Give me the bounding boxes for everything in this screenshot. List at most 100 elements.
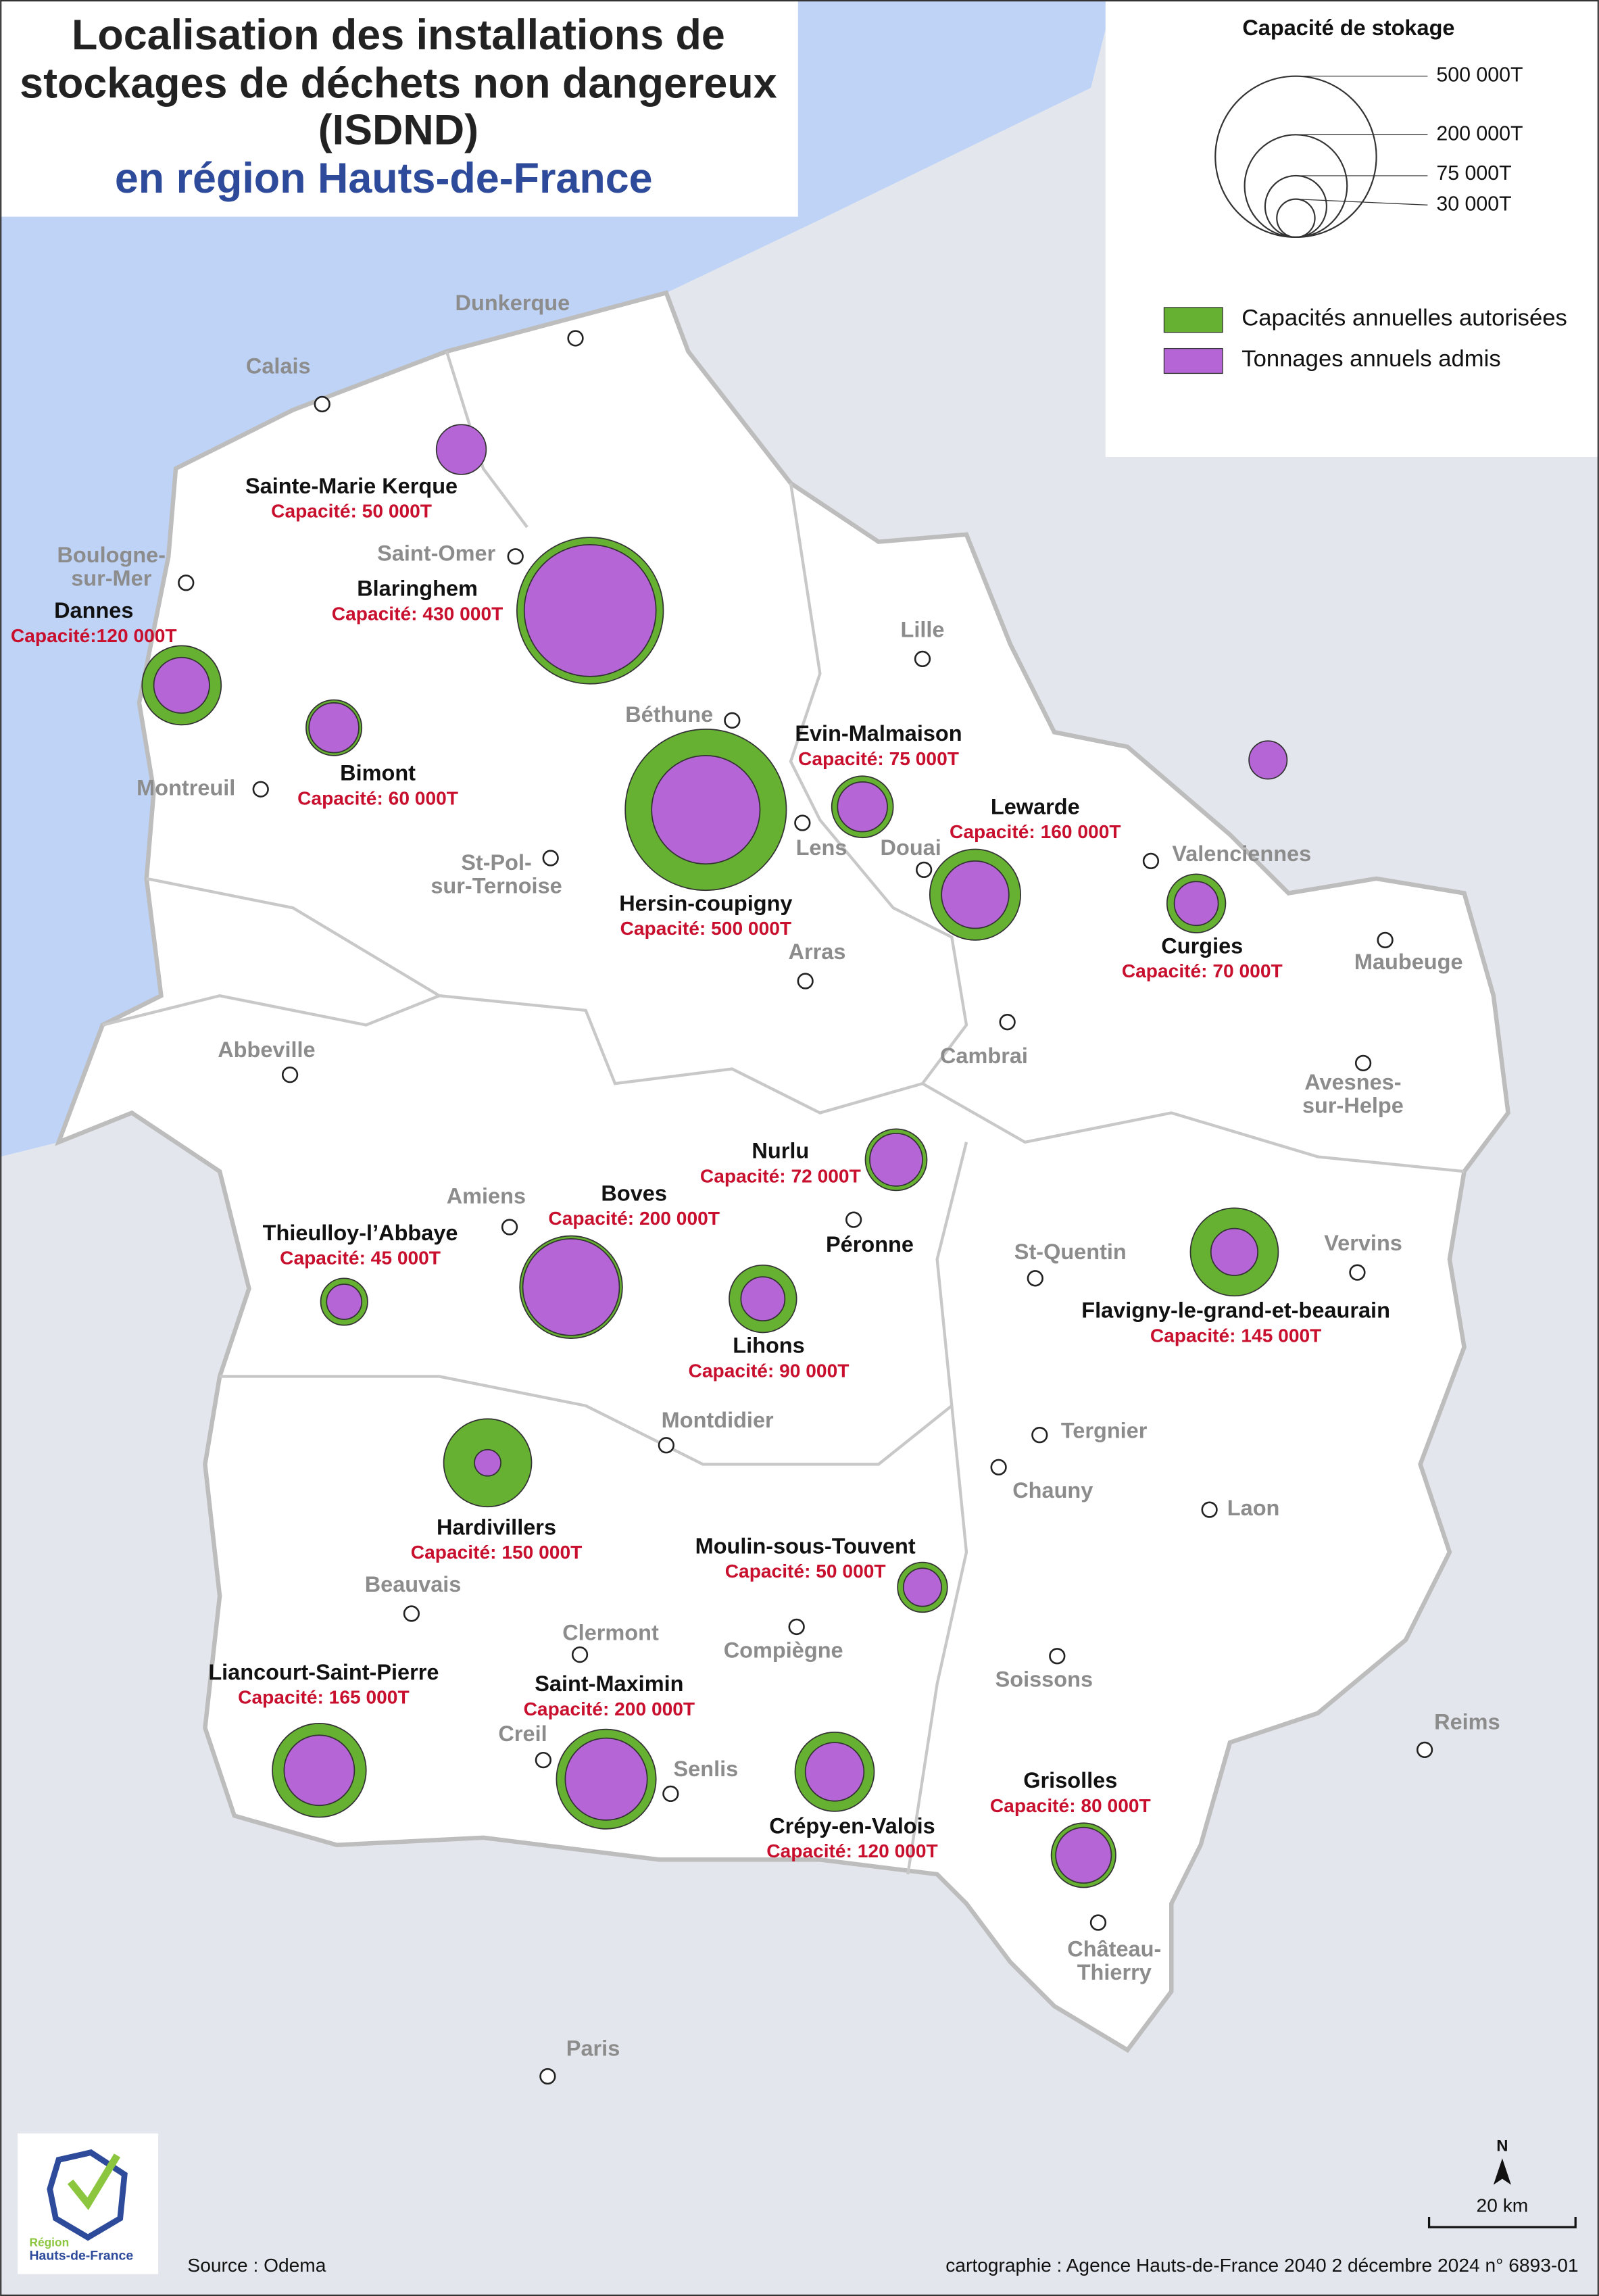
city-dot	[1027, 1270, 1043, 1287]
site-inner-circle	[435, 424, 487, 475]
city-dot	[567, 330, 584, 347]
city-dot	[403, 1605, 420, 1622]
leader-line	[1296, 198, 1428, 205]
city-label: Avesnes-	[1304, 1070, 1401, 1094]
city-label: Laon	[1227, 1496, 1280, 1520]
city-label: Boulogne-	[57, 543, 166, 567]
department-border	[906, 1405, 968, 1875]
site-name: Bimont	[340, 761, 416, 785]
site-circle	[1248, 740, 1288, 780]
city-label: Dunkerque	[456, 291, 570, 315]
region	[55, 290, 1510, 2053]
site-capacity: Capacité:120 000T	[11, 625, 177, 646]
site-name: Nurlu	[752, 1139, 809, 1163]
legend-item: Tonnages annuels admis	[1241, 346, 1500, 372]
site-name: Evin-Malmaison	[795, 721, 962, 746]
city-label: Montreuil	[137, 775, 235, 800]
city-label: Abbeville	[218, 1037, 315, 1062]
department-border	[921, 1082, 1465, 1173]
title-box	[0, 0, 798, 217]
logo-shape	[47, 2149, 128, 2241]
city-dot	[252, 781, 269, 798]
title: (ISDND)	[318, 107, 478, 154]
logo-text: Hauts-de-France	[29, 2249, 133, 2264]
site-name: Curgies	[1161, 933, 1243, 958]
city-label: sur-Mer	[71, 566, 151, 590]
city-dot	[281, 1067, 299, 1083]
city-dot	[501, 1219, 518, 1236]
legend-swatch	[1163, 347, 1223, 374]
site-inner-circle	[869, 1132, 923, 1187]
department-border	[220, 1142, 968, 1466]
site-capacity: Capacité: 200 000T	[524, 1699, 695, 1719]
city-label: Valenciennes	[1172, 841, 1311, 866]
city-dot	[658, 1437, 674, 1454]
legend-box	[1105, 0, 1599, 457]
north-arrow	[1493, 2158, 1511, 2185]
city-label: Beauvais	[365, 1572, 462, 1596]
city-dot	[1416, 1741, 1433, 1759]
site-inner-circle	[523, 544, 657, 677]
site-inner-circle	[941, 860, 1010, 929]
site-inner-circle	[902, 1567, 943, 1607]
city-label: Douai	[881, 835, 941, 860]
city-label: Béthune	[625, 702, 713, 727]
city-label: sur-Ternoise	[430, 873, 562, 898]
department-border	[102, 994, 440, 1027]
site-inner-circle	[1173, 881, 1219, 927]
site-inner-circle	[1210, 1227, 1258, 1276]
site-capacity: Capacité: 200 000T	[548, 1208, 720, 1229]
city-label: Saint-Omer	[377, 541, 495, 566]
legend-size: 30 000T	[1436, 193, 1511, 215]
city-dot	[178, 575, 195, 591]
site-inner-circle	[474, 1448, 501, 1477]
legend-size: 200 000T	[1436, 122, 1523, 145]
city-dot	[916, 861, 933, 879]
city-dot	[797, 973, 814, 990]
legend-swatch	[1163, 307, 1223, 333]
site-name: Hardivillers	[437, 1515, 556, 1539]
title: stockages de déchets non dangereux	[20, 59, 777, 107]
city-dot	[571, 1646, 589, 1663]
site-capacity: Capacité: 430 000T	[332, 603, 503, 624]
city-label: Cambrai	[940, 1044, 1028, 1068]
city-label: Calais	[246, 353, 311, 378]
city-dot	[1349, 1264, 1366, 1281]
site-capacity: Capacité: 45 000T	[280, 1248, 441, 1269]
source: Source : Odema	[187, 2255, 326, 2276]
site-name: Sainte-Marie Kerque	[245, 474, 458, 498]
scale-bar	[1427, 2217, 1577, 2228]
legend-item: Capacités annuelles autorisées	[1241, 305, 1567, 331]
city-label: Clermont	[562, 1620, 659, 1644]
city-dot	[914, 650, 931, 668]
city-label: Chauny	[1012, 1478, 1093, 1503]
north-label: N	[1496, 2136, 1508, 2155]
city-dot	[845, 1211, 862, 1228]
site-inner-circle	[740, 1276, 786, 1322]
city-dot	[1049, 1648, 1066, 1665]
site-name: Grisolles	[1023, 1768, 1117, 1792]
site-name: Liancourt-Saint-Pierre	[208, 1660, 439, 1684]
site-name: Boves	[601, 1181, 667, 1205]
site-name: Blaringhem	[357, 577, 478, 601]
city-label: Soissons	[995, 1667, 1093, 1692]
logo-check	[67, 2153, 121, 2210]
subtitle: en région Hauts-de-France	[115, 155, 653, 202]
city-dot	[539, 2068, 556, 2085]
site-inner-circle	[564, 1737, 648, 1821]
city-dot	[542, 850, 559, 866]
city-label: St-Pol-	[461, 850, 532, 875]
legend-size: 500 000T	[1436, 64, 1523, 87]
city-label: Lille	[900, 617, 944, 641]
city-label: Creil	[498, 1721, 547, 1746]
site-capacity: Capacité: 75 000T	[798, 748, 959, 769]
city-dot	[1354, 1054, 1372, 1071]
city-dot	[535, 1751, 552, 1769]
site-capacity: Capacité: 50 000T	[271, 501, 432, 522]
logo-text: Région	[29, 2236, 69, 2249]
city-label: sur-Helpe	[1302, 1093, 1404, 1117]
city-dot	[1089, 1914, 1107, 1931]
